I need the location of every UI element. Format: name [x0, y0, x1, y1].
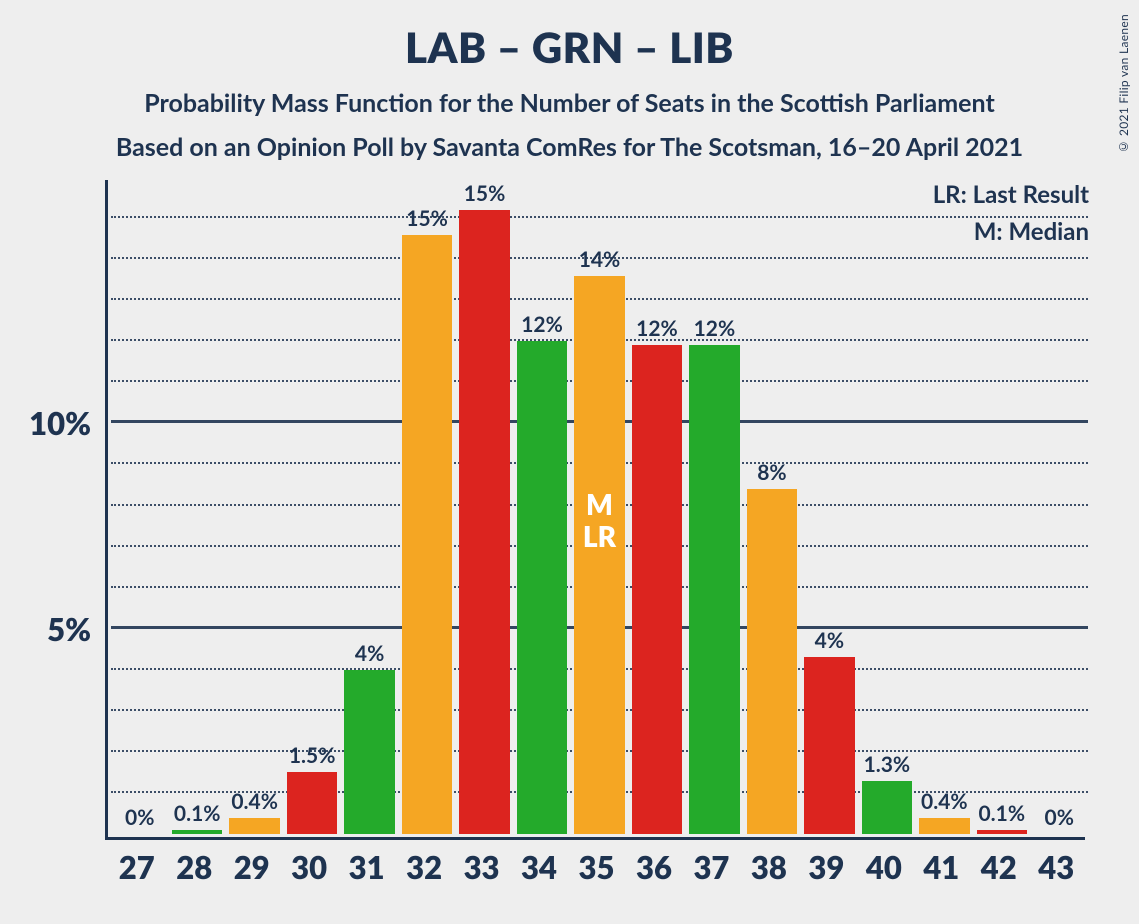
x-axis-label: 30: [291, 848, 327, 886]
x-axis-label: 37: [693, 848, 729, 886]
bar-value-label: 8%: [747, 460, 798, 485]
x-axis-label: 38: [751, 848, 787, 886]
x-axis-label: 29: [234, 848, 270, 886]
bar: 12%: [632, 345, 683, 834]
bar: 0.1%: [977, 830, 1028, 834]
x-axis-label: 31: [349, 848, 385, 886]
bar-value-label: 1.3%: [862, 752, 913, 777]
bar: 12%: [689, 345, 740, 834]
bar-value-label: 15%: [459, 181, 510, 206]
x-axis-label: 34: [521, 848, 557, 886]
x-axis-label: 42: [981, 848, 1017, 886]
bar-value-label: 0.1%: [172, 801, 223, 826]
bar: 1.3%: [862, 781, 913, 834]
bar: 8%: [747, 489, 798, 834]
bar-value-label: 0%: [1034, 805, 1085, 830]
bar-value-label: 0%: [114, 805, 165, 830]
bar-value-label: 0.4%: [919, 789, 970, 814]
bar-value-label: 1.5%: [287, 743, 338, 768]
x-axis-label: 36: [636, 848, 672, 886]
bar-value-label: 12%: [632, 316, 683, 341]
plot-area: 5%10%0%0.1%0.4%1.5%4%15%15%12%14%MLR12%1…: [105, 180, 1085, 840]
chart-subtitle-1: Probability Mass Function for the Number…: [0, 88, 1139, 118]
bar-value-label: 12%: [689, 316, 740, 341]
bar-value-label: 4%: [804, 628, 855, 653]
chart-subtitle-2: Based on an Opinion Poll by Savanta ComR…: [0, 132, 1139, 162]
bar-marker-label: MLR: [574, 488, 625, 552]
bar-value-label: 15%: [402, 206, 453, 231]
bar-value-label: 12%: [517, 312, 568, 337]
bar-value-label: 0.1%: [977, 801, 1028, 826]
x-axis-label: 39: [808, 848, 844, 886]
gridline-minor: [111, 216, 1088, 218]
bar: 15%: [402, 235, 453, 835]
bar: 1.5%: [287, 772, 338, 834]
bar: 0.4%: [919, 818, 970, 834]
x-axis-label: 27: [119, 848, 155, 886]
x-axis-label: 33: [464, 848, 500, 886]
copyright-text: © 2021 Filip van Laenen: [1116, 14, 1131, 155]
bar-value-label: 14%: [574, 247, 625, 272]
bar: 15%: [459, 210, 510, 834]
y-axis-label: 5%: [47, 610, 91, 648]
bar: 12%: [517, 341, 568, 834]
bar: 4%: [344, 670, 395, 834]
y-axis-label: 10%: [29, 404, 91, 442]
chart-title: LAB – GRN – LIB: [0, 22, 1139, 72]
bar: 14%MLR: [574, 276, 625, 834]
x-axis-label: 32: [406, 848, 442, 886]
bar-value-label: 0.4%: [229, 789, 280, 814]
plot: 5%10%0%0.1%0.4%1.5%4%15%15%12%14%MLR12%1…: [105, 180, 1085, 840]
bar-value-label: 4%: [344, 641, 395, 666]
x-axis-label: 43: [1038, 848, 1074, 886]
bar: 0.4%: [229, 818, 280, 834]
x-axis-label: 40: [866, 848, 902, 886]
bar: 4%: [804, 657, 855, 834]
x-axis-label: 28: [176, 848, 212, 886]
chart-container: LAB – GRN – LIB Probability Mass Functio…: [0, 0, 1139, 924]
bar: 0.1%: [172, 830, 223, 834]
x-axis-label: 41: [923, 848, 959, 886]
x-axis-label: 35: [579, 848, 615, 886]
